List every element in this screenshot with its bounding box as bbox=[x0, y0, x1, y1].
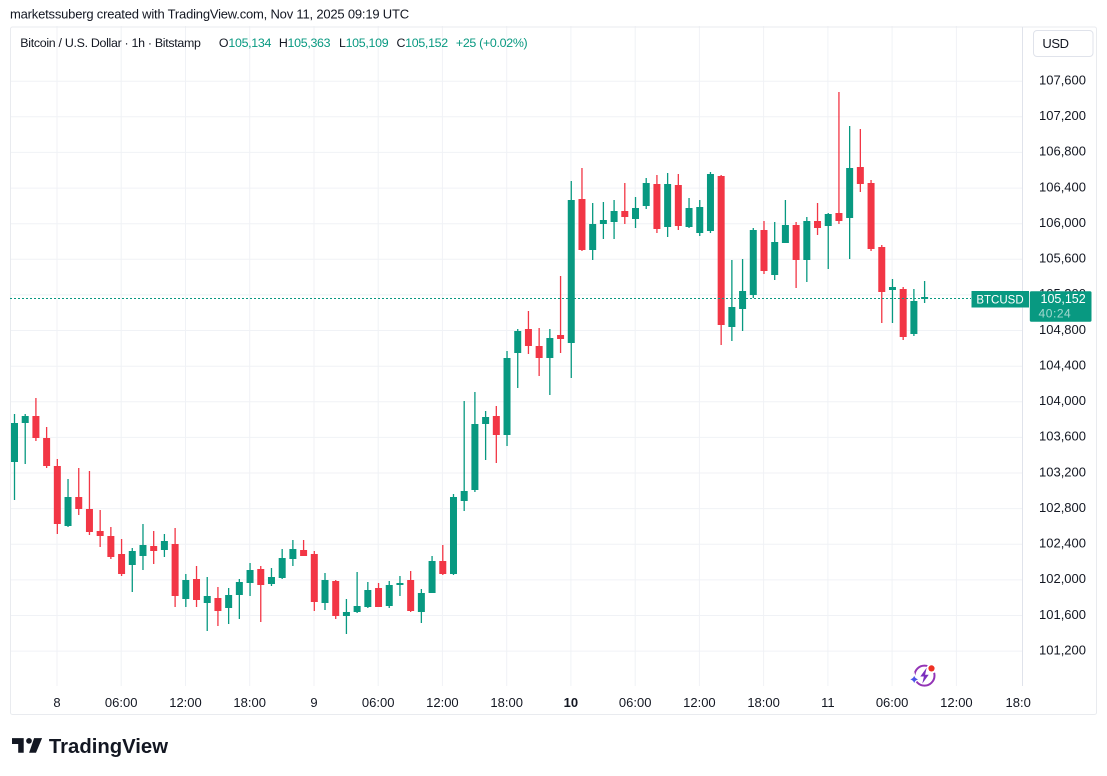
svg-text:102,800: 102,800 bbox=[1039, 500, 1086, 515]
svg-text:18:00: 18:00 bbox=[747, 695, 780, 710]
svg-text:11: 11 bbox=[821, 695, 835, 710]
svg-text:102,000: 102,000 bbox=[1039, 571, 1086, 586]
svg-text:TradingView: TradingView bbox=[49, 736, 168, 758]
svg-text:12:00: 12:00 bbox=[426, 695, 459, 710]
svg-text:107,600: 107,600 bbox=[1039, 73, 1086, 88]
svg-text:107,200: 107,200 bbox=[1039, 108, 1086, 123]
svg-text:101,600: 101,600 bbox=[1039, 607, 1086, 622]
svg-text:40:24: 40:24 bbox=[1039, 307, 1072, 321]
svg-text:06:00: 06:00 bbox=[362, 695, 395, 710]
svg-text:12:00: 12:00 bbox=[940, 695, 973, 710]
svg-text:18:00: 18:00 bbox=[233, 695, 266, 710]
svg-text:102,400: 102,400 bbox=[1039, 536, 1086, 551]
svg-text:06:00: 06:00 bbox=[876, 695, 909, 710]
svg-text:BTCUSD: BTCUSD bbox=[976, 295, 1023, 307]
svg-text:104,400: 104,400 bbox=[1039, 358, 1086, 373]
svg-text:105,152: 105,152 bbox=[1041, 292, 1086, 306]
svg-text:104,000: 104,000 bbox=[1039, 393, 1086, 408]
svg-text:103,200: 103,200 bbox=[1039, 464, 1086, 479]
svg-text:10: 10 bbox=[564, 695, 578, 710]
svg-text:USD: USD bbox=[1042, 36, 1068, 51]
svg-text:106,400: 106,400 bbox=[1039, 179, 1086, 194]
svg-text:103,600: 103,600 bbox=[1039, 429, 1086, 444]
svg-text:marketssuberg created with Tra: marketssuberg created with TradingView.c… bbox=[10, 7, 409, 22]
svg-text:8: 8 bbox=[53, 695, 60, 710]
svg-text:06:00: 06:00 bbox=[619, 695, 652, 710]
svg-text:9: 9 bbox=[310, 695, 317, 710]
svg-text:104,800: 104,800 bbox=[1039, 322, 1086, 337]
svg-text:06:00: 06:00 bbox=[105, 695, 138, 710]
svg-text:12:00: 12:00 bbox=[169, 695, 202, 710]
svg-text:106,800: 106,800 bbox=[1039, 144, 1086, 159]
svg-text:106,000: 106,000 bbox=[1039, 215, 1086, 230]
svg-text:105,600: 105,600 bbox=[1039, 251, 1086, 266]
svg-text:18:00: 18:00 bbox=[490, 695, 523, 710]
svg-text:12:00: 12:00 bbox=[683, 695, 716, 710]
svg-text:18:0: 18:0 bbox=[1006, 695, 1031, 710]
svg-text:101,200: 101,200 bbox=[1039, 642, 1086, 657]
